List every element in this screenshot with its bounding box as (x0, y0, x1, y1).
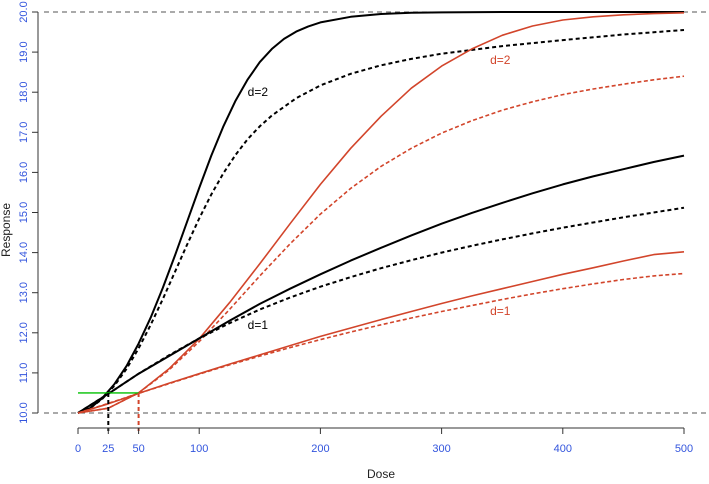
y-tick-label: 10.0 (18, 402, 30, 423)
x-tick-label: 500 (675, 443, 693, 455)
x-tick-label: 400 (554, 443, 572, 455)
x-axis-title: Dose (367, 467, 395, 481)
series-line-7 (77, 272, 685, 414)
x-tick-label: 0 (75, 443, 81, 455)
axes: 0 25 50 100 200 300 400 500 10.0 11.0 12.0 13.0 14.0… (18, 1, 693, 455)
curve-label-2: d=1 (248, 318, 269, 332)
y-tick-label: 16.0 (18, 162, 30, 183)
x-tick-label: 100 (190, 443, 208, 455)
curve-label-0: d=2 (248, 85, 269, 99)
series-line-2 (77, 12, 685, 414)
y-tick-label: 18.0 (18, 81, 30, 102)
curve-label-3: d=1 (490, 304, 511, 318)
y-axis-title: Response (0, 203, 13, 257)
x-tick-label: 300 (432, 443, 450, 455)
series-line-0 (77, 11, 684, 414)
x-tick-label: 50 (132, 443, 144, 455)
x-tick-label: 25 (102, 443, 114, 455)
series-line-1 (77, 29, 685, 414)
series-line-5 (77, 206, 685, 414)
y-tick-label: 17.0 (18, 122, 30, 143)
threshold-lines (78, 392, 140, 431)
curve-labels: d=2 d=2 d=1 d=1 (248, 53, 511, 332)
y-tick-label: 20.0 (18, 1, 30, 22)
y-tick-label: 19.0 (18, 41, 30, 62)
y-tick-label: 11.0 (18, 363, 30, 384)
reference-lines (44, 11, 709, 414)
series-group (77, 11, 685, 414)
y-tick-label: 14.0 (18, 242, 30, 263)
series-line-6 (77, 251, 685, 414)
curve-label-1: d=2 (490, 53, 511, 67)
y-tick-label: 13.0 (18, 282, 30, 303)
series-line-3 (77, 75, 685, 414)
series-line-4 (77, 154, 685, 414)
x-tick-label: 200 (311, 443, 329, 455)
y-tick-label: 12.0 (18, 322, 30, 343)
y-tick-label: 15.0 (18, 202, 30, 223)
